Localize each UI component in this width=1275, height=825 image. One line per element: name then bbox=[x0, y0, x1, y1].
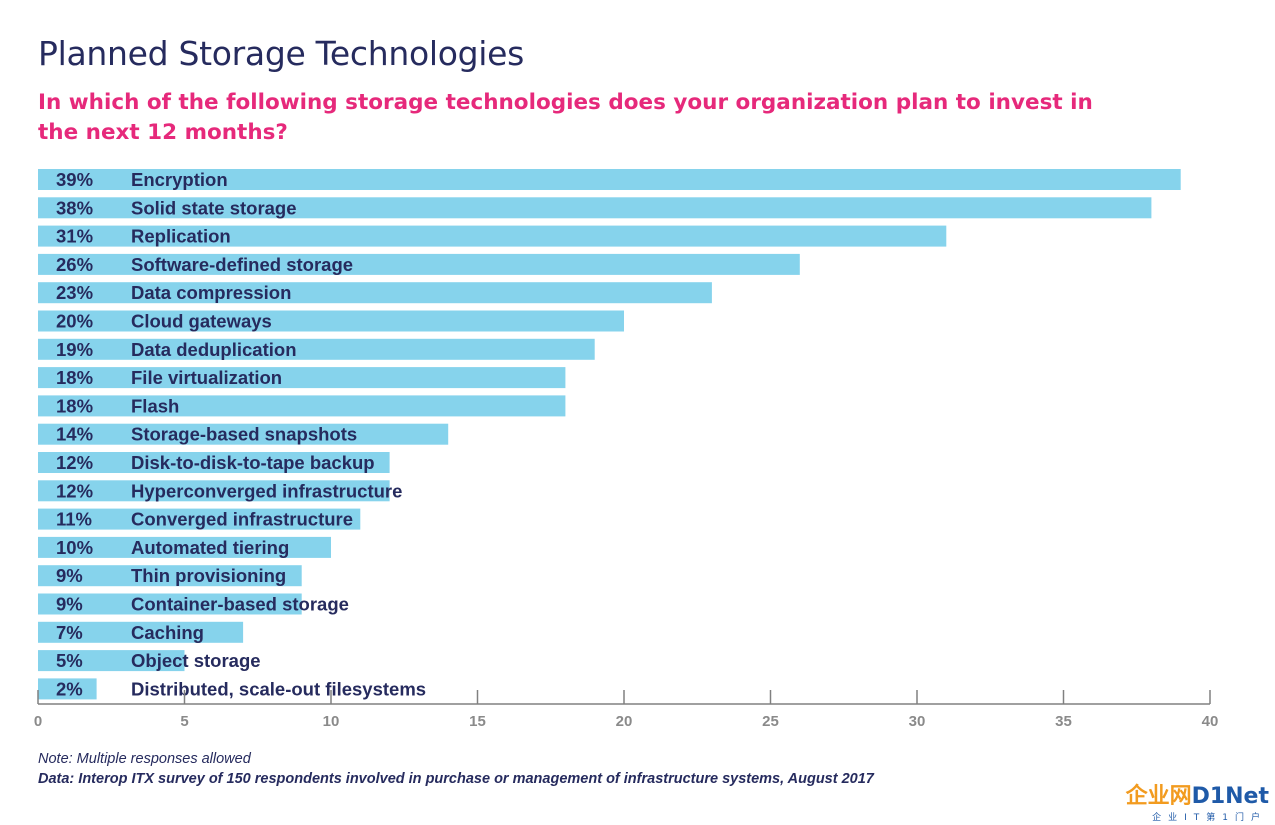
x-tick-label: 10 bbox=[323, 713, 340, 730]
logo-tagline: 企业IT第1门户 bbox=[1152, 813, 1267, 823]
category-label: Object storage bbox=[131, 650, 261, 671]
value-label: 9% bbox=[56, 594, 83, 615]
category-label: Encryption bbox=[131, 169, 228, 190]
category-label: Distributed, scale-out filesystems bbox=[131, 678, 426, 699]
value-label: 14% bbox=[56, 424, 93, 445]
value-label: 11% bbox=[56, 509, 92, 530]
bar bbox=[38, 338, 595, 360]
category-label: Data deduplication bbox=[131, 339, 297, 360]
chart-title: Planned Storage Technologies bbox=[38, 34, 525, 73]
bar bbox=[38, 169, 1181, 190]
x-tick-label: 15 bbox=[469, 713, 486, 730]
value-label: 10% bbox=[56, 537, 93, 558]
category-label: Container-based storage bbox=[131, 594, 349, 615]
category-label: Storage-based snapshots bbox=[131, 424, 357, 445]
logo-cn-text: 企业网 bbox=[1125, 784, 1192, 809]
category-label: Caching bbox=[131, 622, 204, 643]
bar bbox=[38, 395, 566, 417]
value-label: 23% bbox=[56, 282, 93, 303]
value-label: 39% bbox=[56, 169, 93, 190]
category-label: Thin provisioning bbox=[131, 565, 286, 586]
bar bbox=[38, 197, 1152, 219]
category-label: Converged infrastructure bbox=[131, 509, 353, 530]
bar bbox=[38, 678, 97, 700]
value-label: 9% bbox=[56, 565, 83, 586]
x-tick-label: 20 bbox=[616, 713, 633, 730]
x-tick-label: 35 bbox=[1055, 713, 1072, 730]
category-label: Automated tiering bbox=[131, 537, 289, 558]
labels-group: 39% Encryption 38% Solid state storage 31% Re… bbox=[56, 169, 426, 699]
value-label: 38% bbox=[56, 197, 93, 218]
logo-en-text: D1Net bbox=[1191, 784, 1269, 809]
bars-group bbox=[38, 169, 1181, 700]
x-axis: 0 5 10 15 20 25 30 35 40 bbox=[34, 690, 1219, 730]
bar bbox=[38, 367, 566, 389]
category-label: Replication bbox=[131, 226, 231, 247]
bar-chart: 39% Encryption 38% Solid state storage 31% Re… bbox=[34, 169, 1219, 730]
chart-subtitle: In which of the following storage techno… bbox=[38, 90, 1093, 145]
value-label: 5% bbox=[56, 650, 83, 671]
category-label: Data compression bbox=[131, 282, 291, 303]
category-label: Flash bbox=[131, 395, 179, 416]
category-label: File virtualization bbox=[131, 367, 282, 388]
bar bbox=[38, 536, 331, 558]
bar bbox=[38, 650, 185, 672]
value-label: 31% bbox=[56, 226, 93, 247]
bar bbox=[38, 423, 449, 445]
bar bbox=[38, 310, 624, 332]
category-label: Cloud gateways bbox=[131, 311, 272, 332]
x-tick-label: 0 bbox=[34, 713, 42, 730]
note-text: Note: Multiple responses allowed bbox=[38, 751, 251, 767]
value-label: 12% bbox=[56, 480, 93, 501]
category-label: Solid state storage bbox=[131, 197, 297, 218]
bar bbox=[38, 593, 302, 615]
value-label: 20% bbox=[56, 311, 93, 332]
x-tick-label: 30 bbox=[909, 713, 926, 730]
x-tick-label: 5 bbox=[180, 713, 188, 730]
value-label: 19% bbox=[56, 339, 93, 360]
category-label: Hyperconverged infrastructure bbox=[131, 480, 402, 501]
value-label: 12% bbox=[56, 452, 93, 473]
category-label: Disk-to-disk-to-tape backup bbox=[131, 452, 375, 473]
value-label: 18% bbox=[56, 367, 93, 388]
value-label: 2% bbox=[56, 678, 83, 699]
category-label: Software-defined storage bbox=[131, 254, 353, 275]
bar bbox=[38, 253, 800, 275]
bar bbox=[38, 225, 947, 247]
source-text: Data: Interop ITX survey of 150 responde… bbox=[38, 771, 874, 787]
value-label: 7% bbox=[56, 622, 83, 643]
bar bbox=[38, 565, 302, 587]
value-label: 26% bbox=[56, 254, 93, 275]
x-tick-label: 40 bbox=[1202, 713, 1219, 730]
x-tick-label: 25 bbox=[762, 713, 779, 730]
value-label: 18% bbox=[56, 395, 93, 416]
bar bbox=[38, 621, 244, 643]
bar bbox=[38, 282, 712, 304]
bar bbox=[38, 480, 390, 502]
bar bbox=[38, 508, 361, 530]
bar bbox=[38, 452, 390, 473]
d1net-logo: 企业网D1Net 企业IT第1门户 bbox=[1109, 786, 1269, 824]
